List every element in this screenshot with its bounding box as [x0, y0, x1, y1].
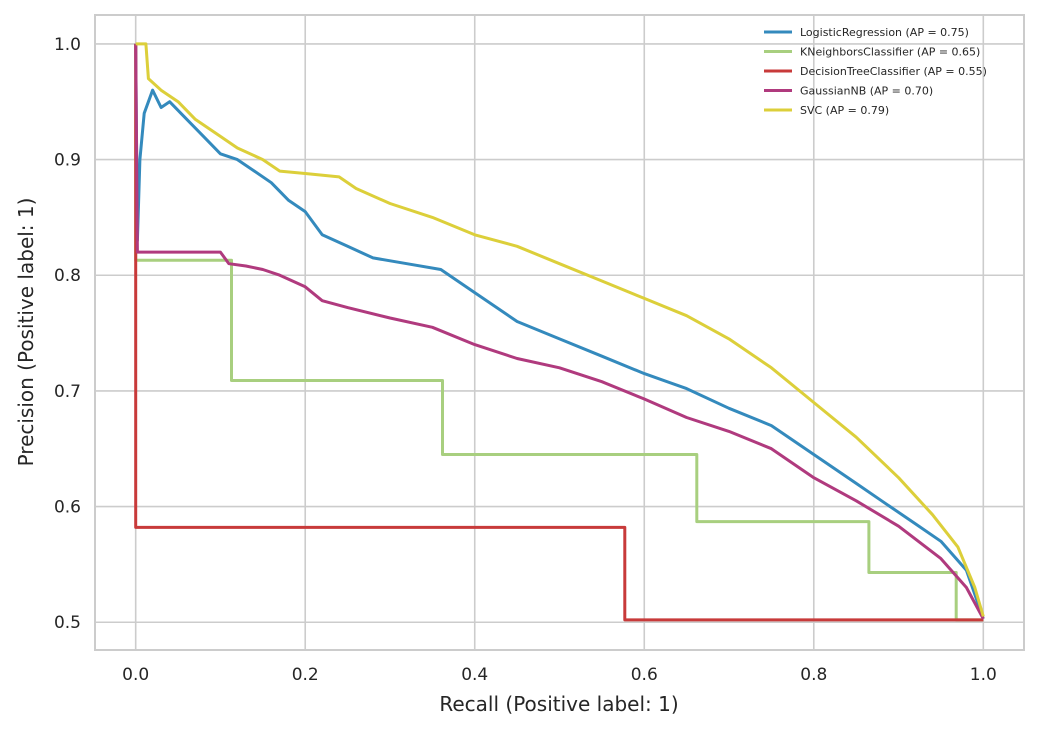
- series-line-4: [135, 42, 985, 617]
- series-line-2: [134, 43, 984, 622]
- legend: LogisticRegression (AP = 0.75) KNeighbors…: [764, 26, 987, 117]
- legend-entry: LogisticRegression (AP = 0.75): [800, 26, 969, 39]
- y-tick-labels: 0.5 0.6 0.7 0.8 0.9 1.0: [54, 35, 81, 633]
- y-tick-label: 0.8: [54, 266, 81, 286]
- x-tick-label: 0.4: [461, 665, 488, 685]
- grid-lines: [95, 15, 1024, 650]
- y-tick-label: 1.0: [54, 35, 81, 55]
- x-tick-label: 1.0: [970, 665, 997, 685]
- series-line-3: [134, 43, 985, 620]
- x-tick-label: 0.2: [292, 665, 319, 685]
- series-layer: [134, 42, 985, 622]
- y-tick-label: 0.6: [54, 498, 81, 518]
- y-tick-label: 0.9: [54, 151, 81, 171]
- legend-entry: SVC (AP = 0.79): [800, 104, 889, 117]
- legend-entry: KNeighborsClassifier (AP = 0.65): [800, 46, 980, 59]
- x-tick-labels: 0.0 0.2 0.4 0.6 0.8 1.0: [122, 665, 997, 685]
- series-line-0: [134, 43, 985, 620]
- y-tick-label: 0.5: [54, 613, 81, 633]
- x-tick-label: 0.6: [631, 665, 658, 685]
- x-tick-label: 0.0: [122, 665, 149, 685]
- x-axis-label: Recall (Positive label: 1): [439, 692, 678, 716]
- y-axis-label: Precision (Positive label: 1): [14, 198, 38, 467]
- legend-entry: DecisionTreeClassifier (AP = 0.55): [800, 65, 987, 78]
- series-line-1: [134, 43, 984, 622]
- plot-frame: [94, 14, 1025, 651]
- x-tick-label: 0.8: [800, 665, 827, 685]
- legend-entry: GaussianNB (AP = 0.70): [800, 85, 933, 98]
- y-tick-label: 0.7: [54, 382, 81, 402]
